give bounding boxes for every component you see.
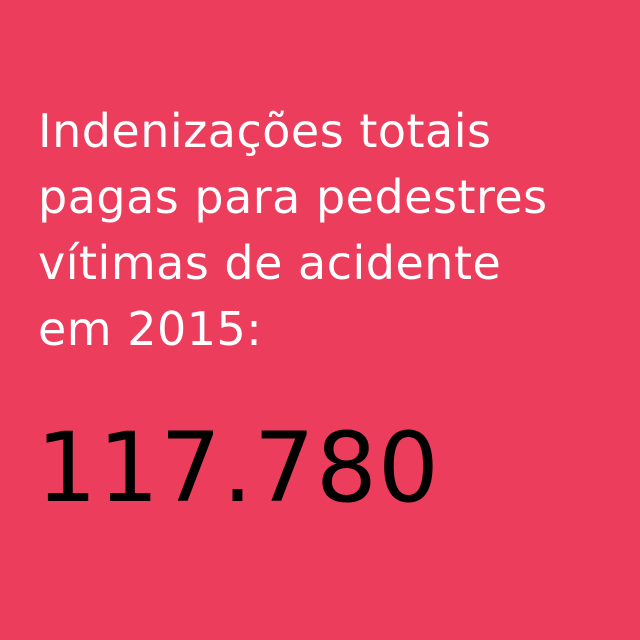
- headline-line-2: pagas para pedestres: [38, 170, 548, 224]
- total-value: 117.780: [36, 412, 440, 524]
- headline-line-3: vítimas de acidente: [38, 236, 502, 290]
- headline-line-1: Indenizações totais: [38, 104, 492, 158]
- headline: Indenizações totais pagas para pedestres…: [38, 98, 628, 362]
- headline-line-4: em 2015:: [38, 302, 263, 356]
